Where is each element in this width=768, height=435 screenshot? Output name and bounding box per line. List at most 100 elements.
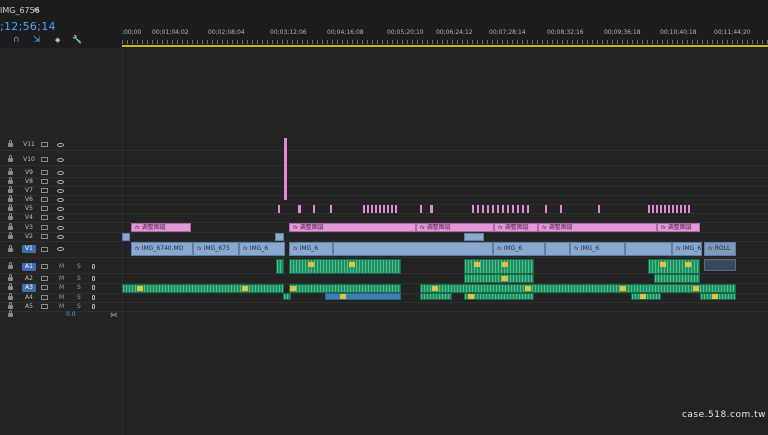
video-clip[interactable] [545, 242, 570, 256]
sync-lock-icon[interactable] [41, 285, 48, 290]
track-name[interactable]: V3 [25, 224, 33, 231]
audio-clip[interactable] [325, 293, 401, 300]
adjustment-clip-stack[interactable] [284, 138, 287, 200]
sync-lock-icon[interactable] [41, 276, 48, 281]
adjustment-marker[interactable] [472, 205, 532, 213]
eye-icon[interactable] [57, 189, 64, 193]
video-clip[interactable] [333, 242, 493, 256]
mic-icon[interactable] [92, 285, 95, 290]
sync-lock-icon[interactable] [41, 247, 48, 252]
audio-clip[interactable] [648, 259, 700, 274]
adjustment-layer-clip[interactable]: fx 调整图层 [494, 223, 538, 232]
audio-clip[interactable] [289, 259, 401, 274]
lock-icon[interactable] [8, 213, 13, 220]
sync-lock-icon[interactable] [41, 264, 48, 269]
track-name[interactable]: V5 [25, 205, 33, 212]
work-area-bar[interactable] [122, 45, 768, 47]
sync-lock-icon[interactable] [41, 295, 48, 300]
lock-icon[interactable] [8, 302, 13, 309]
audio-clip[interactable] [631, 293, 661, 300]
master-lock-icon[interactable] [8, 310, 13, 317]
solo-button[interactable]: S [77, 263, 81, 270]
track-name[interactable]: V8 [25, 178, 33, 185]
track-name[interactable]: A4 [25, 294, 33, 301]
track-name[interactable]: V10 [23, 156, 35, 163]
lock-icon[interactable] [8, 223, 13, 230]
audio-clip[interactable] [420, 293, 452, 300]
eye-icon[interactable] [57, 226, 64, 230]
mic-icon[interactable] [92, 276, 95, 281]
eye-icon[interactable] [57, 158, 64, 162]
audio-clip[interactable] [420, 284, 736, 293]
lock-icon[interactable] [8, 155, 13, 162]
track-name[interactable]: A3 [22, 284, 36, 292]
lock-icon[interactable] [8, 262, 13, 269]
adjustment-layer-clip[interactable]: fx 调整图层 [416, 223, 494, 232]
sync-lock-icon[interactable] [41, 234, 48, 239]
audio-clip[interactable] [276, 259, 284, 274]
audio-clip[interactable] [654, 274, 700, 283]
lock-icon[interactable] [8, 283, 13, 290]
lock-icon[interactable] [8, 177, 13, 184]
adjustment-marker[interactable] [278, 205, 280, 213]
adjustment-marker[interactable] [648, 205, 692, 213]
sync-lock-icon[interactable] [41, 188, 48, 193]
mute-button[interactable]: M [59, 275, 65, 282]
lock-icon[interactable] [8, 245, 13, 252]
adjustment-layer-clip[interactable]: fx 调整图层 [289, 223, 416, 232]
track-name[interactable]: V4 [25, 214, 33, 221]
track-name[interactable]: V1 [22, 245, 36, 253]
eye-icon[interactable] [57, 198, 64, 202]
sync-lock-icon[interactable] [41, 142, 48, 147]
go-to-end-icon[interactable]: ⋈ [110, 311, 117, 319]
audio-clip[interactable] [122, 284, 284, 293]
video-clip[interactable]: fx IMG_6 [570, 242, 625, 256]
adjustment-marker[interactable] [560, 205, 562, 213]
lock-icon[interactable] [8, 293, 13, 300]
eye-icon[interactable] [57, 143, 64, 147]
video-clip[interactable]: fx ROLL [704, 242, 736, 256]
track-name[interactable]: A2 [25, 275, 33, 282]
track-name[interactable]: A1 [22, 263, 36, 271]
tab-menu-icon[interactable]: ≡ [33, 5, 40, 14]
lock-icon[interactable] [8, 140, 13, 147]
playhead-timecode[interactable]: ;12;56;14 [0, 20, 56, 33]
sync-lock-icon[interactable] [41, 215, 48, 220]
timeline-settings-icon[interactable]: 🔧 [72, 35, 82, 44]
sync-lock-icon[interactable] [41, 179, 48, 184]
track-name[interactable]: V9 [25, 169, 33, 176]
adjustment-marker[interactable] [420, 205, 422, 213]
solo-button[interactable]: S [77, 275, 81, 282]
video-clip[interactable] [464, 233, 484, 241]
lock-icon[interactable] [8, 204, 13, 211]
add-marker-icon[interactable]: ◆ [55, 36, 61, 44]
mute-button[interactable]: M [59, 284, 65, 291]
sequence-tab[interactable]: IMG_6756 [0, 6, 40, 15]
linked-selection-icon[interactable]: ⇲ [33, 35, 41, 45]
sync-lock-icon[interactable] [41, 206, 48, 211]
track-name[interactable]: V7 [25, 187, 33, 194]
mic-icon[interactable] [92, 264, 95, 269]
eye-icon[interactable] [57, 216, 64, 220]
audio-clip[interactable] [283, 293, 291, 300]
mix-volume-value[interactable]: 0.0 [66, 311, 76, 318]
mute-button[interactable]: M [59, 303, 65, 310]
eye-icon[interactable] [57, 247, 64, 251]
sync-lock-icon[interactable] [41, 225, 48, 230]
track-name[interactable]: A5 [25, 303, 33, 310]
lock-icon[interactable] [8, 274, 13, 281]
audio-clip[interactable] [289, 284, 401, 293]
sync-lock-icon[interactable] [41, 157, 48, 162]
adjustment-marker[interactable] [598, 205, 600, 213]
track-name[interactable]: V2 [25, 233, 33, 240]
video-clip[interactable]: fx IMG_6 [672, 242, 702, 256]
audio-clip-silent[interactable] [704, 259, 736, 271]
lock-icon[interactable] [8, 232, 13, 239]
solo-button[interactable]: S [77, 303, 81, 310]
video-clip[interactable] [122, 233, 130, 241]
adjustment-layer-clip[interactable]: fx 调整图层 [657, 223, 700, 232]
eye-icon[interactable] [57, 207, 64, 211]
sync-lock-icon[interactable] [41, 197, 48, 202]
adjustment-marker[interactable] [363, 205, 399, 213]
lock-icon[interactable] [8, 186, 13, 193]
